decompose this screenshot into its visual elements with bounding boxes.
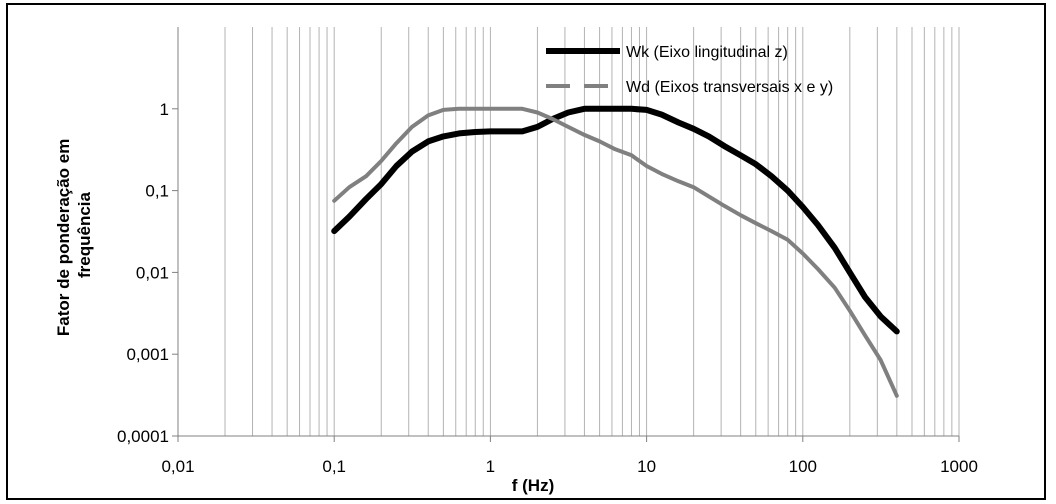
legend-label-wk: Wk (Eixo lingitudinal z): [626, 44, 788, 61]
series-line-wd: [332, 106, 899, 398]
y-axis-title-line-1: Fator de ponderação em: [54, 139, 73, 336]
chart-frame: 0,01 0,1 1 10 100 1000 0,0001 0,001 0,01 0,1 1 Wk…: [6, 3, 1046, 500]
y-tick-label: 1: [160, 100, 169, 119]
y-axis-title: Fator de ponderação em frequência: [54, 134, 94, 336]
y-axis-title-line-2: frequência: [75, 191, 94, 278]
y-tick-labels: 0,0001 0,001 0,01 0,1 1: [117, 100, 178, 446]
series-layer: [331, 105, 900, 398]
x-axis-title: f (Hz): [512, 476, 554, 495]
y-tick-label: 0,001: [126, 345, 169, 364]
x-tick-label: 0,01: [161, 457, 194, 476]
x-tick-label: 1000: [940, 457, 978, 476]
x-tick-label: 10: [637, 457, 656, 476]
x-tick-labels: 0,01 0,1 1 10 100 1000: [161, 436, 978, 476]
x-tick-label: 1: [486, 457, 495, 476]
series-line-wk: [331, 105, 900, 335]
x-tick-label: 100: [789, 457, 817, 476]
axes-layer: [177, 27, 959, 437]
legend-label-wd: Wd (Eixos transversais x e y): [626, 79, 833, 96]
y-tick-label: 0,01: [136, 263, 169, 282]
grid-layer: [177, 27, 960, 436]
chart-svg: 0,01 0,1 1 10 100 1000 0,0001 0,001 0,01 0,1 1 Wk…: [54, 27, 978, 495]
y-tick-label: 0,0001: [117, 427, 169, 446]
x-tick-label: 0,1: [322, 457, 346, 476]
legend: Wk (Eixo lingitudinal z) Wd (Eixos transv…: [546, 44, 833, 96]
y-tick-label: 0,1: [145, 182, 169, 201]
